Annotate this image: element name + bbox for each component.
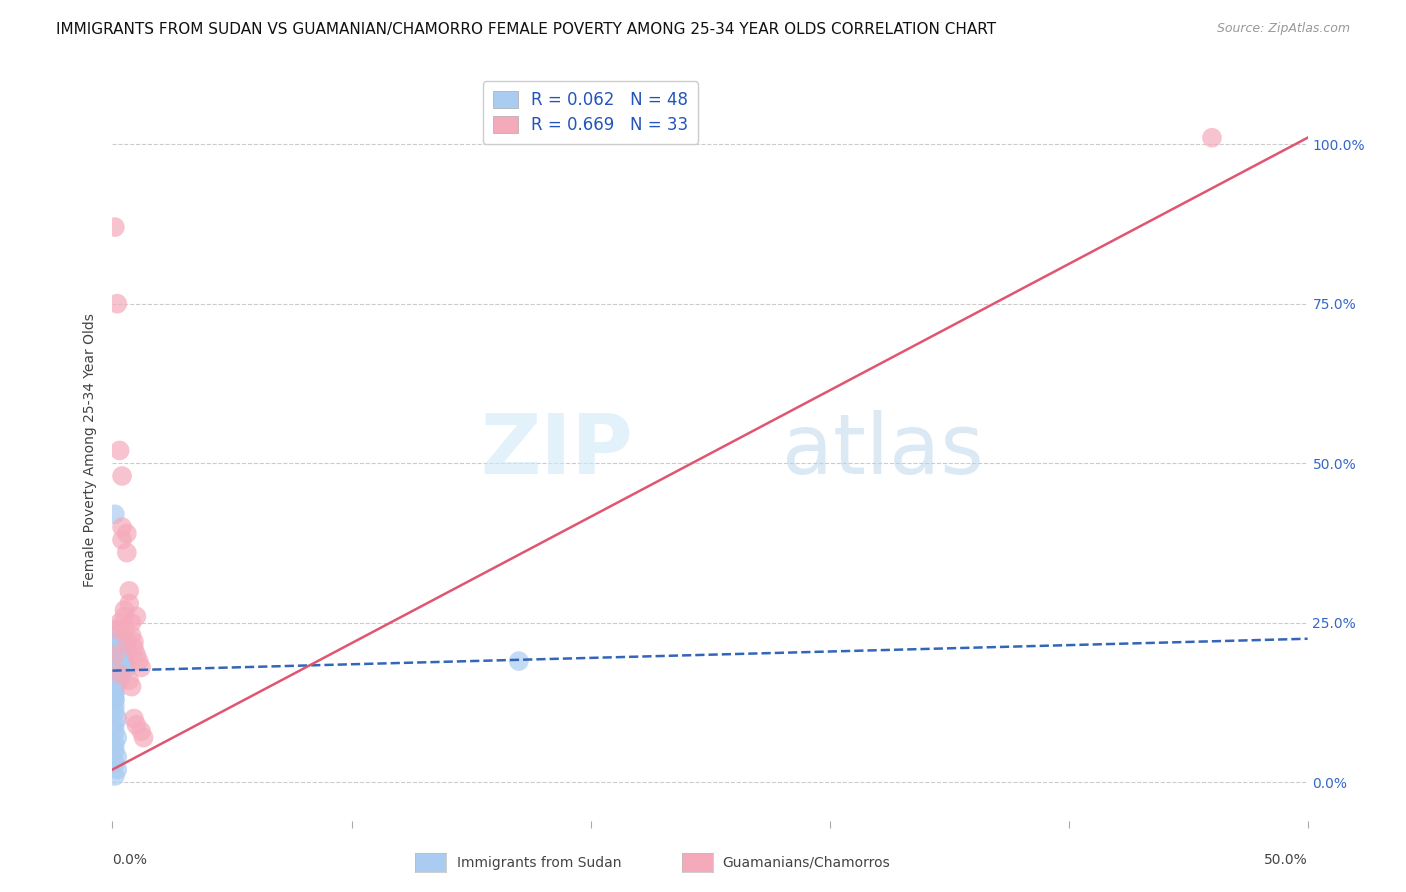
Point [104,692,127,706]
Point [104,220,127,235]
Point [104,508,127,522]
Point [104,698,127,713]
Point [111,635,134,649]
Point [104,756,127,771]
Point [105,635,128,649]
Point [108,673,131,688]
Point [104,724,127,739]
Point [122,712,145,726]
Point [111,666,134,681]
Point [125,609,148,624]
Point [104,705,127,719]
Point [108,660,131,674]
Text: ZIP: ZIP [479,410,633,491]
Legend: R = 0.062   N = 48, R = 0.669   N = 33: R = 0.062 N = 48, R = 0.669 N = 33 [482,81,699,145]
Point [118,673,141,688]
Point [104,680,127,694]
Point [122,635,145,649]
Text: Source: ZipAtlas.com: Source: ZipAtlas.com [1216,22,1350,36]
Point [105,648,128,662]
Point [114,648,135,662]
Text: 0.0%: 0.0% [112,853,148,866]
Text: 50.0%: 50.0% [1264,853,1308,866]
Point [104,648,127,662]
Point [104,666,127,681]
Y-axis label: Female Poverty Among 25-34 Year Olds: Female Poverty Among 25-34 Year Olds [83,313,97,588]
Point [104,686,127,700]
Point [111,533,134,547]
Point [105,731,128,745]
Point [121,615,143,630]
Point [115,526,138,541]
Text: atlas: atlas [782,410,983,491]
Point [508,654,530,668]
Point [108,666,131,681]
Point [108,654,131,668]
Point [114,609,135,624]
Point [125,718,148,732]
Point [108,660,131,674]
Point [132,731,155,745]
Point [111,469,134,483]
Point [114,622,135,636]
Point [105,654,128,668]
Point [105,673,128,688]
Point [104,641,127,656]
Point [105,763,128,777]
Point [114,603,135,617]
Point [105,660,128,674]
Point [105,712,128,726]
Point [104,648,127,662]
Point [104,743,127,757]
Point [128,654,150,668]
Point [108,443,131,458]
Point [1201,130,1223,145]
Point [125,648,148,662]
Point [104,660,127,674]
Point [104,737,127,751]
Point [105,749,128,764]
Point [105,635,128,649]
Point [129,660,152,674]
Point [104,680,127,694]
Point [121,680,143,694]
Point [122,641,145,656]
Point [104,769,127,783]
Point [111,520,134,534]
Text: Guamanians/Chamorros: Guamanians/Chamorros [723,855,890,870]
Point [104,692,127,706]
Point [104,686,127,700]
Point [115,635,138,649]
Point [111,654,134,668]
Point [115,545,138,559]
Text: Immigrants from Sudan: Immigrants from Sudan [457,855,621,870]
Point [104,635,127,649]
Point [104,629,127,643]
Point [104,718,127,732]
Point [129,724,152,739]
Point [105,296,128,310]
Point [105,622,128,636]
Point [114,654,135,668]
Point [108,666,131,681]
Text: IMMIGRANTS FROM SUDAN VS GUAMANIAN/CHAMORRO FEMALE POVERTY AMONG 25-34 YEAR OLDS: IMMIGRANTS FROM SUDAN VS GUAMANIAN/CHAMO… [56,22,997,37]
Point [121,629,143,643]
Point [118,583,141,598]
Point [118,597,141,611]
Point [108,615,131,630]
Point [115,660,138,674]
Point [104,673,127,688]
Point [105,654,128,668]
Point [104,622,127,636]
Point [105,641,128,656]
Point [108,641,131,656]
